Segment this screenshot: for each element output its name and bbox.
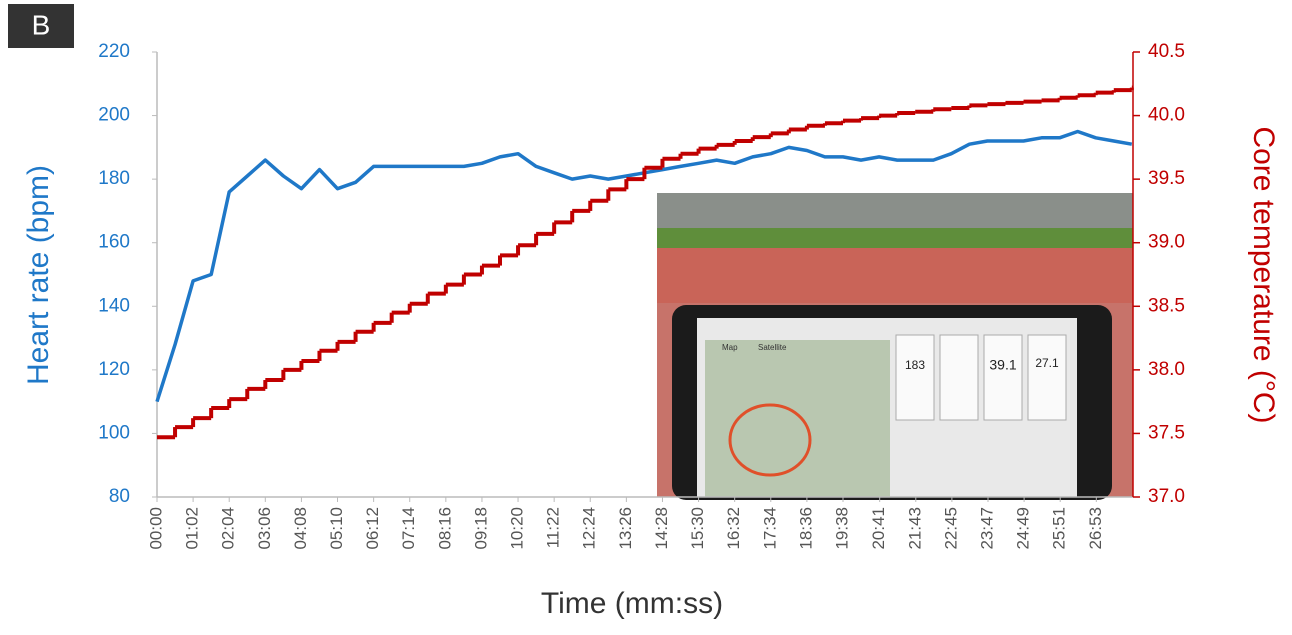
infield (657, 228, 1133, 248)
x-axis-title: Time (mm:ss) (541, 587, 723, 620)
x-tick-label: 20:41 (869, 507, 888, 550)
chart: B Map Satellite 183 39.1 27.1 80 100 120 14… (0, 0, 1292, 630)
x-tick-label: 00:00 (146, 507, 165, 550)
x-tick-label: 22:45 (941, 507, 960, 550)
y2-axis-title: Core temperature (°C) (1247, 126, 1280, 423)
x-tick-label: 15:30 (688, 507, 707, 550)
x-tick-label: 24:49 (1014, 507, 1033, 550)
y-tick-label: 180 (98, 168, 130, 189)
x-tick-label: 03:06 (255, 507, 274, 550)
x-tick-label: 04:08 (291, 507, 310, 550)
inset-text: Map (722, 343, 738, 352)
tile (940, 335, 978, 420)
x-tick-label: 26:53 (1086, 507, 1105, 550)
x-tick-label: 05:10 (327, 507, 346, 550)
y2-tick-label: 37.0 (1148, 486, 1185, 507)
stands (657, 193, 1133, 233)
tile (984, 335, 1022, 420)
x-tick-label: 06:12 (363, 507, 382, 550)
y-tick-label: 140 (98, 295, 130, 316)
y-tick-label: 200 (98, 105, 130, 126)
x-tick-label: 10:20 (508, 507, 527, 550)
track (657, 248, 1133, 303)
x-tick-label: 21:43 (905, 507, 924, 550)
y-tick-label: 100 (98, 422, 130, 443)
y2-tick-label: 38.0 (1148, 359, 1185, 380)
inset-text: 183 (905, 358, 925, 372)
x-tick-label: 17:34 (760, 507, 779, 550)
tile (1028, 335, 1066, 420)
inset-text: Satellite (758, 343, 787, 352)
inset-photo: Map Satellite 183 39.1 27.1 (657, 193, 1133, 500)
y-tick-label: 160 (98, 232, 130, 253)
y2-tick-label: 40.0 (1148, 105, 1185, 126)
inset-text: 27.1 (1035, 356, 1059, 370)
y2-tick-label: 40.5 (1148, 41, 1185, 62)
map (705, 340, 890, 497)
x-tick-label: 02:04 (219, 507, 238, 550)
y-tick-label: 220 (98, 41, 130, 62)
y2-tick-label: 39.0 (1148, 232, 1185, 253)
x-tick-label: 13:26 (616, 507, 635, 550)
x-tick-label: 18:36 (796, 507, 815, 550)
y2-tick-label: 38.5 (1148, 295, 1185, 316)
y-tick-label: 120 (98, 359, 130, 380)
x-tick-label: 14:28 (652, 507, 671, 550)
x-tick-label: 19:38 (832, 507, 851, 550)
inset-text: 39.1 (989, 357, 1016, 373)
panel-label: B (32, 9, 51, 40)
x-tick-label: 12:24 (580, 507, 599, 550)
x-tick-label: 11:22 (544, 507, 563, 548)
x-tick-label: 07:14 (399, 507, 418, 550)
page: {"chart_data": {"type": "line", "panel_l… (0, 0, 1292, 635)
x-tick-label: 23:47 (977, 507, 996, 550)
x-tick-label: 09:18 (471, 507, 490, 550)
y2-tick-label: 39.5 (1148, 168, 1185, 189)
y-axis-title: Heart rate (bpm) (22, 165, 55, 385)
y2-tick-label: 37.5 (1148, 422, 1185, 443)
x-tick-label: 25:51 (1050, 507, 1069, 550)
x-tick-label: 08:16 (435, 507, 454, 550)
x-tick-label: 16:32 (724, 507, 743, 550)
x-tick-label: 01:02 (183, 507, 202, 550)
y-tick-label: 80 (109, 486, 130, 507)
tile (896, 335, 934, 420)
